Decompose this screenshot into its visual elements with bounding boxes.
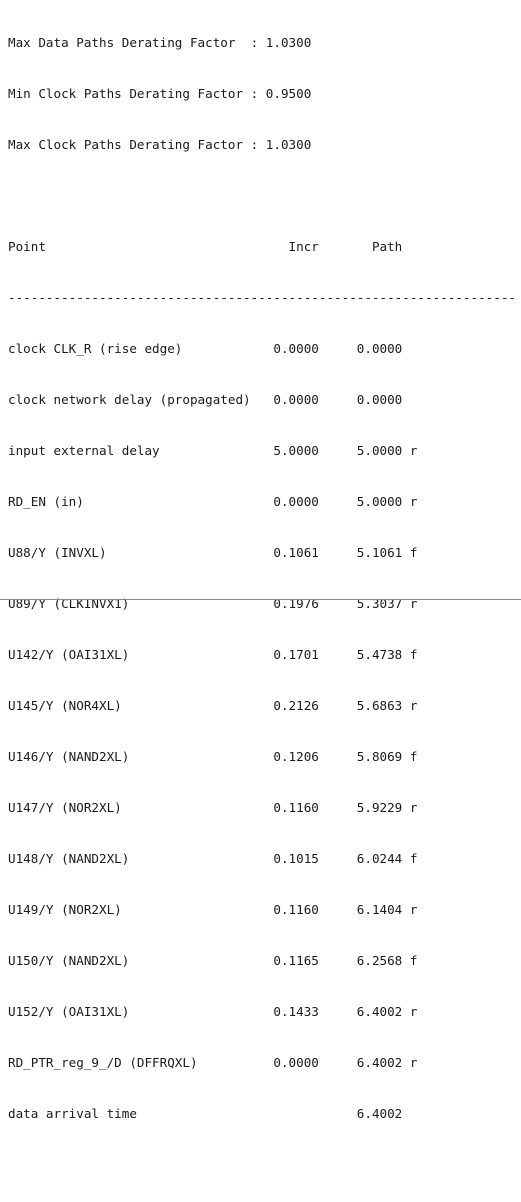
path-row: RD_EN (in) 0.0000 5.0000 r	[8, 494, 418, 509]
data-arrival-time-line: data arrival time 6.4002	[8, 1106, 403, 1121]
path-row: U142/Y (OAI31XL) 0.1701 5.4738 f	[8, 647, 418, 662]
path-row: U146/Y (NAND2XL) 0.1206 5.8069 f	[8, 749, 418, 764]
path-row: input external delay 5.0000 5.0000 r	[8, 443, 418, 458]
path-row: U147/Y (NOR2XL) 0.1160 5.9229 r	[8, 800, 418, 815]
path-row: clock network delay (propagated) 0.0000 …	[8, 392, 403, 407]
path-row: U88/Y (INVXL) 0.1061 5.1061 f	[8, 545, 418, 560]
path-row: U145/Y (NOR4XL) 0.2126 5.6863 r	[8, 698, 418, 713]
path-row: U89/Y (CLKINVX1) 0.1976 5.3037 r	[8, 596, 418, 611]
bottom-border	[0, 599, 521, 600]
path-row: U152/Y (OAI31XL) 0.1433 6.4002 r	[8, 1004, 418, 1019]
blank-line	[8, 187, 516, 204]
path-row: clock CLK_R (rise edge) 0.0000 0.0000	[8, 341, 403, 356]
path-row: U150/Y (NAND2XL) 0.1165 6.2568 f	[8, 953, 418, 968]
path-row: RD_PTR_reg_9_/D (DFFRQXL) 0.0000 6.4002 …	[8, 1055, 418, 1070]
blank-line	[8, 1156, 516, 1173]
timing-report-window: { "lines": [ "Max Data Paths Derating Fa…	[0, 35, 521, 1121]
derating-min-clock-line: Min Clock Paths Derating Factor : 0.9500	[8, 86, 312, 101]
path-row: U148/Y (NAND2XL) 0.1015 6.0244 f	[8, 851, 418, 866]
path-row: U149/Y (NOR2XL) 0.1160 6.1404 r	[8, 902, 418, 917]
separator-line: ----------------------------------------…	[8, 290, 516, 305]
derating-max-clock-line: Max Clock Paths Derating Factor : 1.0300	[8, 137, 312, 152]
timing-report-text: Max Data Paths Derating Factor : 1.0300 …	[8, 0, 516, 1202]
column-header-line: Point Incr Path	[8, 239, 403, 254]
derating-max-data-line: Max Data Paths Derating Factor : 1.0300	[8, 35, 312, 50]
